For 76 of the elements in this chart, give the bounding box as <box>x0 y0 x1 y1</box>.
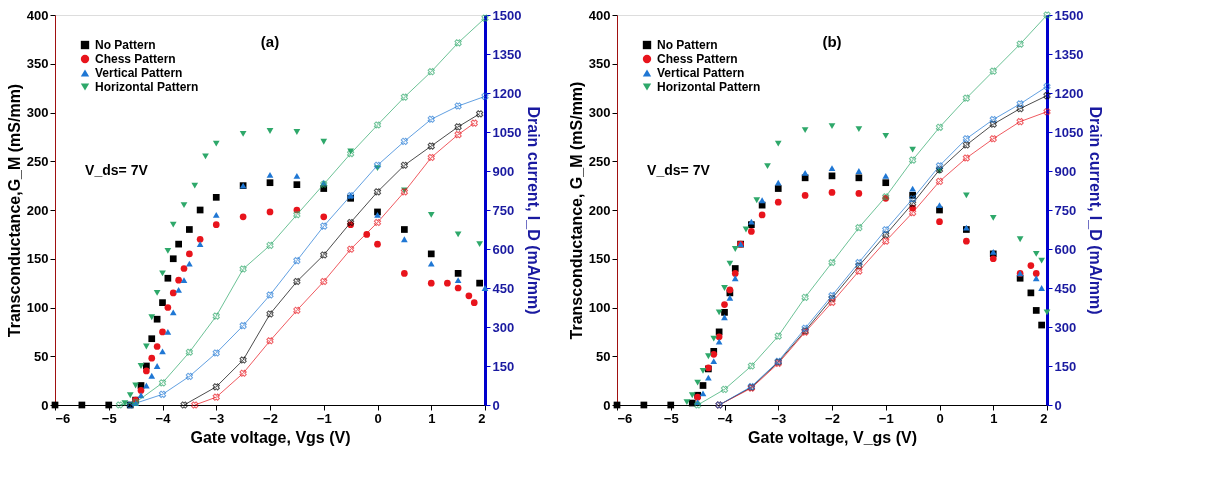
x-tick-label: −5 <box>101 410 117 426</box>
legend-label: Horizontal Pattern <box>95 80 199 94</box>
x-axis-title: Gate voltage, V_gs (V) <box>748 428 917 446</box>
y2-tick-label: 600 <box>492 241 515 257</box>
legend-label: No Pattern <box>95 38 156 52</box>
x-tick-label: −3 <box>771 410 787 426</box>
x-tick-label: 1 <box>428 410 436 426</box>
y2-tick-label: 600 <box>1054 241 1077 257</box>
y-tick-label: 250 <box>588 153 611 169</box>
y2-tick-label: 0 <box>1054 397 1062 413</box>
x-tick-label: −1 <box>878 410 894 426</box>
y2-tick-label: 1050 <box>492 124 522 140</box>
x-tick-label: −6 <box>617 410 633 426</box>
y2-tick-label: 1200 <box>492 85 522 101</box>
y2-axis-title: Drain current, I_D (mA/mm) <box>1087 106 1105 315</box>
annotation: (a) <box>260 33 280 51</box>
y2-tick-label: 1500 <box>492 7 522 23</box>
annotation: V_ds= 7V <box>85 162 149 178</box>
legend-label: Vertical Pattern <box>657 66 745 80</box>
y2-tick-label: 150 <box>492 358 515 374</box>
y2-tick-label: 300 <box>492 319 515 335</box>
y-tick-label: 350 <box>588 56 611 72</box>
y-tick-label: 100 <box>588 300 611 315</box>
x-tick-label: −2 <box>825 410 840 426</box>
y2-tick-label: 0 <box>492 397 500 413</box>
x-tick-label: −4 <box>155 410 172 426</box>
y-tick-label: 250 <box>26 153 49 169</box>
y2-tick-label: 750 <box>1054 202 1077 218</box>
y-tick-label: 400 <box>588 7 611 23</box>
y-tick-label: 0 <box>41 397 49 413</box>
x-tick-label: 2 <box>1040 410 1048 426</box>
y2-tick-label: 1200 <box>1054 85 1084 101</box>
legend-label: Horizontal Pattern <box>657 80 761 94</box>
legend-label: Vertical Pattern <box>95 66 183 80</box>
y2-tick-label: 900 <box>492 163 515 179</box>
x-tick-label: −6 <box>55 410 71 426</box>
y2-tick-label: 150 <box>1054 358 1077 374</box>
annotation: (b) <box>822 33 842 51</box>
y2-tick-label: 1050 <box>1054 124 1084 140</box>
y2-tick-label: 1500 <box>1054 7 1084 23</box>
y2-tick-label: 450 <box>492 280 515 296</box>
x-tick-label: 0 <box>936 410 944 426</box>
x-tick-label: 1 <box>990 410 998 426</box>
x-tick-label: 2 <box>478 410 486 426</box>
y-tick-label: 300 <box>588 105 611 120</box>
y2-tick-label: 300 <box>1054 319 1077 335</box>
x-tick-label: −1 <box>316 410 332 426</box>
y-tick-label: 400 <box>26 7 49 23</box>
y-tick-label: 150 <box>26 251 49 267</box>
y2-axis-title: Drain current, I_D (mA/mm) <box>525 106 543 315</box>
y-tick-label: 100 <box>26 300 49 315</box>
y-tick-label: 0 <box>603 397 611 413</box>
y-tick-label: 200 <box>26 202 49 218</box>
y2-tick-label: 900 <box>1054 163 1077 179</box>
y2-tick-label: 450 <box>1054 280 1077 296</box>
y-axis-title: Transconductance, G_M (mS/mm) <box>567 81 585 340</box>
legend-label: No Pattern <box>657 38 718 52</box>
annotation: V_ds= 7V <box>647 162 711 178</box>
y-tick-label: 50 <box>596 348 611 364</box>
y-tick-label: 50 <box>34 348 49 364</box>
y2-tick-label: 750 <box>492 202 515 218</box>
y-tick-label: 200 <box>588 202 611 218</box>
y2-tick-label: 1350 <box>492 46 522 62</box>
x-tick-label: 0 <box>374 410 382 426</box>
y2-tick-label: 1350 <box>1054 46 1084 62</box>
y-tick-label: 150 <box>588 251 611 267</box>
x-tick-label: −3 <box>209 410 225 426</box>
legend-label: Chess Pattern <box>95 52 176 66</box>
y-axis-title: Transconductance,G_M (mS/mm) <box>5 83 23 338</box>
x-tick-label: −5 <box>663 410 679 426</box>
x-axis-title: Gate voltage, Vgs (V) <box>190 428 351 446</box>
y-tick-label: 300 <box>26 105 49 120</box>
x-tick-label: −2 <box>263 410 278 426</box>
x-tick-label: −4 <box>717 410 734 426</box>
legend-label: Chess Pattern <box>657 52 738 66</box>
y-tick-label: 350 <box>26 56 49 72</box>
